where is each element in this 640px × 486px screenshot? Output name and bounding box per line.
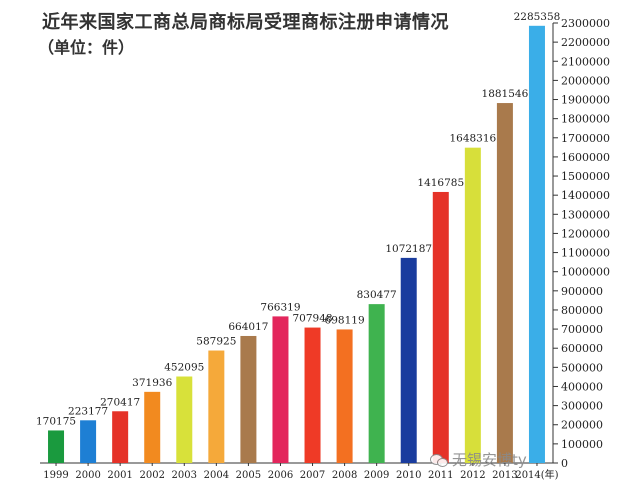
bar: [369, 304, 385, 463]
watermark-text: 无锡安博ty: [452, 449, 527, 470]
x-tick-label: 2009: [364, 470, 389, 481]
y-tick-label: 900000: [561, 285, 603, 298]
bar-value-label: 698119: [325, 314, 365, 326]
y-tick-label: 1000000: [561, 266, 610, 279]
bar-value-label: 1416785: [417, 177, 464, 189]
bar-value-label: 664017: [228, 321, 268, 333]
y-tick-label: 200000: [561, 419, 603, 432]
y-tick-label: 400000: [561, 380, 603, 393]
bar: [529, 26, 545, 463]
x-tick-label: 2012: [460, 470, 485, 481]
y-tick-label: 1100000: [561, 247, 610, 260]
y-tick-label: 2200000: [561, 36, 610, 49]
y-tick-label: 1500000: [561, 170, 610, 183]
y-tick-label: 1600000: [561, 151, 610, 164]
y-tick-label: 300000: [561, 400, 603, 413]
bar: [208, 351, 224, 463]
y-tick-label: 600000: [561, 342, 603, 355]
y-tick-label: 0: [561, 457, 568, 470]
bar: [305, 328, 321, 463]
x-tick-label: 2010: [396, 470, 421, 481]
bar: [337, 329, 353, 463]
bar-value-label: 371936: [132, 377, 172, 389]
bar-value-label: 270417: [100, 396, 140, 408]
bar-value-label: 1881546: [482, 88, 529, 100]
bar: [48, 430, 64, 463]
bar: [240, 336, 256, 463]
y-tick-label: 1400000: [561, 189, 610, 202]
x-tick-label: 2003: [172, 470, 197, 481]
x-tick-label: 2007: [300, 470, 325, 481]
x-tick-label: 2004: [204, 470, 229, 481]
x-tick-label: 2013: [492, 470, 517, 481]
y-tick-label: 100000: [561, 438, 603, 451]
x-tick-label: 2005: [236, 470, 261, 481]
x-tick-label: 1999: [43, 470, 68, 481]
bar-value-label: 1072187: [385, 243, 432, 255]
x-tick-label: 2011: [428, 470, 453, 481]
bar-value-label: 452095: [164, 362, 204, 374]
y-tick-label: 500000: [561, 361, 603, 374]
bar: [465, 148, 481, 463]
bar-value-label: 830477: [357, 289, 397, 301]
y-tick-label: 1800000: [561, 113, 610, 126]
y-tick-label: 1300000: [561, 208, 610, 221]
watermark: 无锡安博ty: [430, 449, 527, 470]
bar-chart: 0 100000 200000 300000 400000 500000 600000 700…: [0, 0, 640, 486]
bar-value-label: 587925: [196, 336, 236, 348]
x-tick-label: 2008: [332, 470, 357, 481]
bar: [497, 103, 513, 463]
y-tick-label: 700000: [561, 323, 603, 336]
y-tick-label: 1700000: [561, 132, 610, 145]
bar-value-label: 1648316: [449, 133, 496, 145]
wechat-icon: [430, 453, 448, 467]
bar-value-label: 2285358: [514, 11, 561, 23]
y-tick-label: 2000000: [561, 74, 610, 87]
x-tick-label: 2006: [268, 470, 293, 481]
x-tick-label: 2001: [107, 470, 132, 481]
bar: [176, 377, 192, 463]
y-tick-label: 800000: [561, 304, 603, 317]
bar: [272, 316, 288, 463]
bar: [401, 258, 417, 463]
y-tick-label: 1900000: [561, 94, 610, 107]
y-tick-label: 2100000: [561, 55, 610, 68]
bar: [433, 192, 449, 463]
y-tick-label: 2300000: [561, 17, 610, 30]
bar: [80, 420, 96, 463]
bar: [112, 411, 128, 463]
x-tick-label: 2002: [139, 470, 164, 481]
x-tick-label: 2000: [75, 470, 100, 481]
y-tick-label: 1200000: [561, 227, 610, 240]
bar: [144, 392, 160, 463]
